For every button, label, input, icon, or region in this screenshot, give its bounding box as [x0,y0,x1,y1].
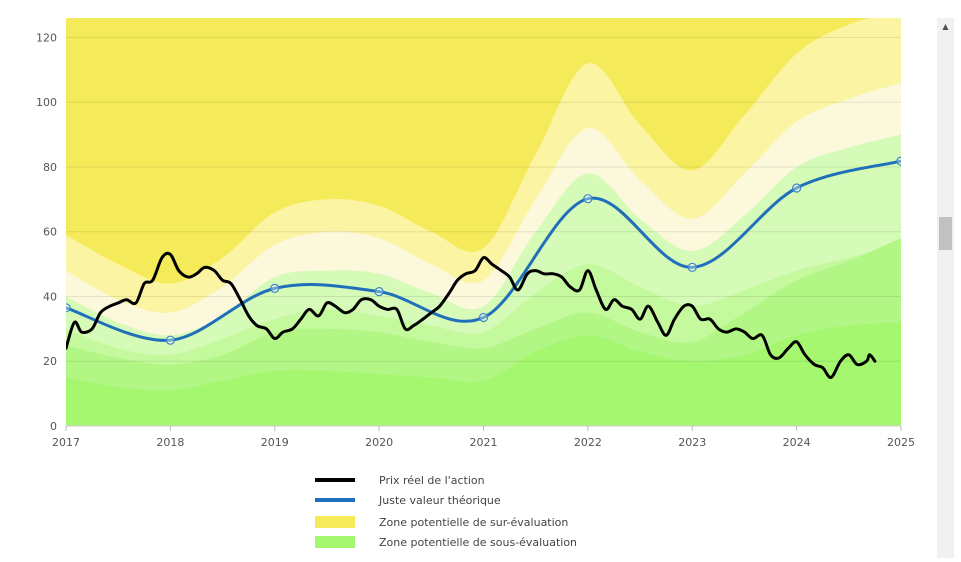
x-tick-label: 2022 [574,436,602,449]
fair-value-point[interactable] [62,303,71,313]
scroll-up-arrow-icon[interactable]: ▲ [942,22,949,31]
fair-value-point[interactable] [478,312,489,323]
x-tick-label: 2019 [261,436,289,449]
y-tick-label: 0 [50,420,57,433]
axis-layer: 0 20 40 60 80 100 120 2017 2018 2019 2020 2021 2022 2… [36,31,915,449]
legend-swatch-line [315,478,355,482]
y-tick-label: 80 [43,161,57,174]
fair-value-point[interactable] [374,287,384,297]
legend-label: Zone potentielle de sur-évaluation [379,516,568,529]
grid-layer [66,36,901,427]
legend-swatch-line [315,498,355,502]
x-tick-label: 2021 [470,436,498,449]
y-tick-label: 120 [36,31,57,44]
x-tick-label: 2020 [365,436,393,449]
fair-value-point[interactable] [687,262,697,272]
x-tick-label: 2024 [783,436,811,449]
legend-item-fair-value[interactable]: Juste valeur théorique [315,494,501,507]
y-tick-label: 60 [43,226,57,239]
fair-value-point[interactable] [583,194,593,204]
y-tick-label: 100 [36,96,57,109]
series-layer [62,156,905,379]
legend-item-price[interactable]: Prix réel de l'action [315,474,485,487]
fair-value-point[interactable] [270,283,280,293]
price-line [66,251,877,379]
y-tick-label: 40 [43,290,57,303]
legend-swatch-box [315,536,355,548]
zone-under-strong [66,322,901,426]
legend-item-over-zone[interactable]: Zone potentielle de sur-évaluation [315,516,568,529]
legend-label: Zone potentielle de sous-évaluation [379,536,577,549]
x-tick-label: 2023 [678,436,706,449]
fair-value-point[interactable] [896,156,905,166]
fair-value-point[interactable] [792,183,802,193]
x-tick-label: 2017 [52,436,80,449]
fair-value-point[interactable] [165,335,175,345]
legend-label: Prix réel de l'action [379,474,485,487]
legend-label: Juste valeur théorique [378,494,501,507]
scroll-thumb[interactable] [939,217,952,250]
legend-swatch-box [315,516,355,528]
y-tick-label: 20 [43,355,57,368]
legend: Prix réel de l'action Juste valeur théori… [315,474,577,549]
zones-layer [66,18,901,426]
legend-item-under-zone[interactable]: Zone potentielle de sous-évaluation [315,536,577,549]
x-tick-label: 2025 [887,436,915,449]
fair-value-line [66,159,901,342]
x-tick-label: 2018 [156,436,184,449]
vertical-scrollbar[interactable]: ▲ [937,18,954,558]
